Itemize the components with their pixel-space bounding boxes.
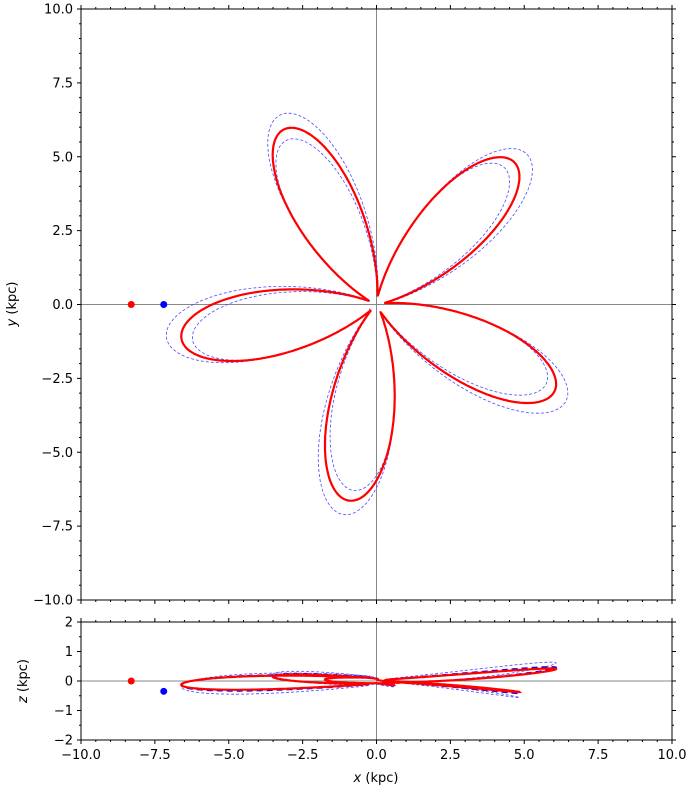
orbit-series-solid [180,667,558,694]
x-tick-label: −10.0 [61,748,101,763]
orbit-series-dashed-thin [180,661,557,698]
y-tick-label: 2.5 [52,224,73,239]
position-marker-blue [160,687,168,695]
x-tick-label: 0.0 [366,748,387,763]
orbit-curves [180,661,558,698]
y-tick-label: 5.0 [52,150,73,165]
x-tick-label: 10.0 [658,748,687,763]
position-marker-red [127,677,135,685]
y-tick-label: 0.0 [52,298,73,313]
position-marker-blue [160,301,168,308]
y-tick-label: 1 [65,645,73,660]
y-tick-label: −10.0 [33,594,73,609]
y-tick-label: 2 [65,616,73,631]
y-tick-label: −5.0 [41,446,73,461]
bottom-panel-xz: −10.0 −7.5 −5.0 −2.5 0.0 2.5 5.0 7.5 10.0 −2 −1 0 1 2 [54,616,687,764]
x-tick-label: 2.5 [440,748,461,763]
top-y-axis-label: y (kpc) [5,282,20,328]
y-tick-label: −2 [54,734,73,749]
bottom-y-axis-label: z (kpc) [16,659,31,704]
x-axis-label: x (kpc) [353,771,399,786]
x-tick-label: −5.0 [213,748,245,763]
y-tick-label: −2.5 [41,372,73,387]
x-tick-label: −2.5 [287,748,319,763]
x-tick-label: 7.5 [588,748,609,763]
position-marker-red [127,301,135,308]
orbit-curves [165,112,569,516]
orbit-series-dashed-thin [192,138,548,491]
y-tick-label: 7.5 [52,76,73,91]
y-tick-label: −7.5 [41,520,73,535]
x-tick-label: 5.0 [514,748,535,763]
orbit-series-solid [180,126,558,502]
y-tick-label: 0 [65,675,73,690]
top-panel-xy: −10.0 −7.5 −5.0 −2.5 0.0 2.5 5.0 7.5 10.0 [33,3,676,609]
y-tick-label: 10.0 [44,3,73,18]
y-tick-label: −1 [54,704,73,719]
x-tick-label: −7.5 [139,748,171,763]
